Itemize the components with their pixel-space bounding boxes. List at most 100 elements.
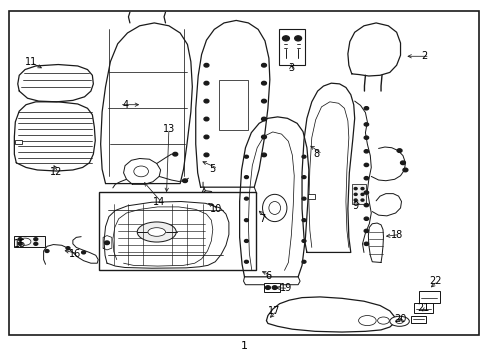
Text: 16: 16 bbox=[69, 248, 81, 258]
Circle shape bbox=[364, 123, 368, 126]
Circle shape bbox=[272, 286, 277, 289]
Circle shape bbox=[182, 179, 187, 183]
Circle shape bbox=[261, 117, 266, 121]
Text: 11: 11 bbox=[25, 57, 37, 67]
Circle shape bbox=[360, 188, 363, 190]
Circle shape bbox=[261, 153, 266, 157]
Text: 22: 22 bbox=[428, 276, 440, 286]
Circle shape bbox=[261, 99, 266, 103]
Circle shape bbox=[396, 149, 401, 152]
Circle shape bbox=[203, 63, 208, 67]
Text: 9: 9 bbox=[352, 201, 358, 211]
Circle shape bbox=[203, 99, 208, 103]
Text: 19: 19 bbox=[279, 283, 291, 293]
Circle shape bbox=[244, 155, 248, 158]
Circle shape bbox=[364, 203, 368, 207]
Text: 3: 3 bbox=[287, 63, 294, 73]
Ellipse shape bbox=[148, 228, 165, 236]
Circle shape bbox=[34, 242, 38, 245]
Circle shape bbox=[261, 81, 266, 85]
Circle shape bbox=[104, 241, 109, 244]
Circle shape bbox=[364, 136, 368, 139]
Circle shape bbox=[302, 155, 305, 158]
Circle shape bbox=[360, 193, 363, 195]
Circle shape bbox=[364, 107, 368, 110]
Circle shape bbox=[34, 238, 38, 240]
Circle shape bbox=[364, 217, 368, 220]
Circle shape bbox=[302, 197, 305, 200]
Text: 5: 5 bbox=[209, 163, 215, 174]
Bar bbox=[99, 192, 256, 270]
Circle shape bbox=[364, 177, 368, 180]
Bar bbox=[14, 236, 44, 247]
Circle shape bbox=[294, 36, 301, 41]
Circle shape bbox=[261, 63, 266, 67]
Circle shape bbox=[265, 286, 270, 289]
Circle shape bbox=[353, 199, 356, 201]
Circle shape bbox=[244, 260, 248, 263]
Circle shape bbox=[18, 238, 22, 240]
Text: 4: 4 bbox=[122, 100, 128, 110]
Circle shape bbox=[364, 150, 368, 153]
Circle shape bbox=[81, 251, 85, 254]
Circle shape bbox=[360, 199, 363, 201]
Circle shape bbox=[172, 152, 177, 156]
Text: 12: 12 bbox=[49, 167, 61, 177]
Circle shape bbox=[302, 176, 305, 179]
Circle shape bbox=[353, 188, 356, 190]
Text: 8: 8 bbox=[313, 149, 319, 159]
Text: 20: 20 bbox=[394, 314, 406, 324]
Bar bbox=[264, 283, 279, 292]
Circle shape bbox=[244, 219, 248, 222]
Text: 7: 7 bbox=[259, 215, 265, 224]
Ellipse shape bbox=[134, 166, 148, 177]
Circle shape bbox=[302, 219, 305, 222]
Ellipse shape bbox=[358, 316, 375, 325]
Text: 6: 6 bbox=[264, 271, 270, 281]
Circle shape bbox=[302, 239, 305, 242]
Bar bbox=[15, 140, 22, 144]
Text: 18: 18 bbox=[390, 230, 402, 239]
Circle shape bbox=[244, 197, 248, 200]
Text: 13: 13 bbox=[163, 124, 175, 134]
Circle shape bbox=[282, 36, 289, 41]
Circle shape bbox=[203, 135, 208, 139]
Text: 2: 2 bbox=[420, 51, 427, 61]
Circle shape bbox=[203, 153, 208, 157]
Circle shape bbox=[402, 168, 407, 172]
Circle shape bbox=[364, 163, 368, 167]
Text: 21: 21 bbox=[417, 303, 429, 314]
Circle shape bbox=[400, 161, 405, 165]
Circle shape bbox=[18, 242, 22, 245]
Bar bbox=[418, 291, 439, 303]
Text: 17: 17 bbox=[267, 306, 280, 316]
Ellipse shape bbox=[377, 317, 388, 324]
Ellipse shape bbox=[389, 316, 408, 326]
Circle shape bbox=[244, 239, 248, 242]
Circle shape bbox=[364, 242, 368, 246]
Circle shape bbox=[45, 249, 49, 252]
Circle shape bbox=[364, 191, 368, 194]
Circle shape bbox=[302, 260, 305, 263]
Text: 15: 15 bbox=[14, 239, 27, 249]
Bar bbox=[351, 184, 366, 204]
Circle shape bbox=[203, 81, 208, 85]
Ellipse shape bbox=[262, 194, 286, 222]
Text: 14: 14 bbox=[153, 197, 165, 207]
Ellipse shape bbox=[19, 238, 31, 245]
Ellipse shape bbox=[268, 202, 280, 215]
Bar bbox=[307, 194, 314, 199]
Bar bbox=[410, 316, 425, 323]
Text: 10: 10 bbox=[210, 204, 222, 215]
Circle shape bbox=[353, 193, 356, 195]
Ellipse shape bbox=[395, 319, 403, 323]
Circle shape bbox=[244, 176, 248, 179]
Circle shape bbox=[261, 135, 266, 139]
Circle shape bbox=[203, 117, 208, 121]
Text: 1: 1 bbox=[241, 341, 247, 351]
Circle shape bbox=[364, 229, 368, 233]
Bar bbox=[413, 303, 432, 314]
Ellipse shape bbox=[137, 222, 176, 242]
Circle shape bbox=[66, 247, 70, 249]
Bar bbox=[278, 30, 305, 65]
